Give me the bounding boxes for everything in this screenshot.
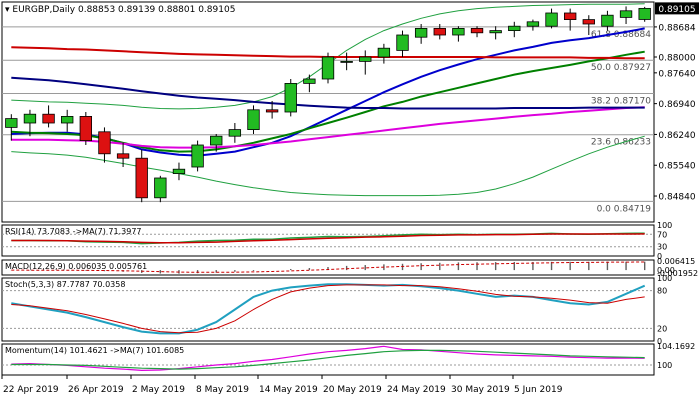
candle-bull	[340, 61, 353, 63]
stoch-tick-label: 0	[657, 337, 662, 346]
current-price-box	[655, 2, 699, 15]
panel-border-macd	[1, 259, 655, 276]
candle-bull	[5, 118, 18, 128]
stoch-tick-label: 20	[657, 324, 667, 333]
panel-border-mom	[1, 343, 655, 376]
panel-border-rsi	[1, 224, 655, 257]
momentum-label: Momentum(14) 101.4621 ->MA(7) 101.6085	[5, 346, 184, 355]
rsi-tick-label: 70	[657, 230, 667, 239]
stoch-line-0	[11, 283, 646, 335]
momentum-tick-label: 104.1692	[657, 342, 695, 351]
candle-bull	[247, 109, 260, 131]
stoch-line-1	[11, 284, 645, 334]
stoch-tick-label: 100	[657, 274, 672, 283]
price-tick-label: 0.87640	[658, 69, 695, 79]
candle-bull	[396, 34, 409, 51]
price-tick-label: 0.84840	[658, 193, 695, 203]
price-tick-label: 0.86940	[658, 100, 695, 110]
moving-average-3	[11, 76, 645, 110]
rsi-tick-label: 100	[657, 221, 672, 230]
candle-bear	[135, 157, 148, 199]
candle-bull	[414, 27, 428, 38]
x-tick-label: 20 May 2019	[323, 385, 382, 395]
stoch-tick-label: 80	[657, 287, 667, 296]
stoch-label: Stoch(5,3,3) 87.7787 70.0358	[5, 280, 125, 289]
price-header-text: ▾ EURGBP,Daily 0.88853 0.89139 0.88801 0…	[5, 5, 235, 15]
moving-average-1	[11, 50, 645, 153]
x-tick-label: 2 May 2019	[132, 385, 185, 395]
candle-bull	[61, 116, 74, 124]
candle-bull	[172, 168, 186, 174]
momentum-line-1	[11, 349, 645, 370]
candle-bear	[265, 109, 279, 113]
candle-bull	[601, 14, 614, 27]
candle-bear	[470, 27, 484, 34]
candle-bull	[210, 135, 223, 146]
candle-bull	[508, 25, 521, 32]
rsi-label: RSI(14) 73.7083 ->MA(7) 71.3977	[5, 227, 142, 236]
candle-bull	[284, 83, 297, 113]
fib-label-0: 61.8 0.88684	[591, 30, 651, 40]
candle-bull	[191, 144, 204, 168]
candle-bear	[582, 19, 595, 25]
price-header: ▾ EURGBP,Daily 0.88853 0.89139 0.88801 0…	[5, 5, 235, 15]
candle-bull	[638, 7, 651, 20]
macd-tick-label: -0.001952	[657, 269, 698, 278]
momentum-tick-label: 100	[657, 361, 672, 370]
candle-bear	[433, 27, 446, 36]
x-tick-label: 26 Apr 2019	[68, 385, 124, 395]
rsi-tick-label: 30	[657, 243, 667, 252]
x-tick-label: 8 May 2019	[196, 385, 249, 395]
candle-bull	[359, 56, 372, 62]
candle-bull	[303, 78, 316, 84]
macd-label: MACD(12,26,9) 0.006035 0.005761	[5, 262, 147, 271]
candle-bear	[563, 12, 577, 20]
price-tick-label: 0.88684	[658, 23, 695, 33]
candle-bear	[116, 153, 130, 159]
candle-bull	[619, 10, 633, 18]
candle-bull	[545, 12, 558, 27]
panel-border-stoch	[1, 277, 655, 342]
bollinger-lower	[11, 135, 645, 197]
macd-tick-label: 0.006415	[657, 257, 695, 266]
x-tick-label: 22 Apr 2019	[3, 385, 59, 395]
x-tick-label: 5 Jun 2019	[514, 385, 563, 395]
current-price-label: 0.89105	[658, 5, 695, 15]
candle-bull	[489, 30, 502, 34]
fib-label-1: 50.0 0.87927	[591, 63, 651, 73]
candle-bull	[154, 177, 167, 199]
candle-bull	[377, 47, 391, 58]
x-tick-label: 24 May 2019	[387, 385, 446, 395]
candle-bull	[526, 21, 540, 27]
price-tick-label: 0.88000	[658, 54, 695, 64]
candle-bull	[452, 27, 465, 36]
macd-signal-line	[11, 261, 645, 273]
price-tick-label: 0.85540	[658, 162, 695, 172]
candle-bear	[79, 116, 93, 142]
candle-bear	[42, 113, 55, 124]
candle-bull	[23, 113, 37, 124]
x-tick-label: 14 May 2019	[259, 385, 318, 395]
momentum-line-0	[11, 345, 645, 372]
moving-average-2	[11, 106, 645, 149]
macd-tick-label: 0.00	[657, 266, 675, 275]
panel-border-price	[1, 1, 655, 223]
candle-bear	[98, 131, 111, 155]
candle-bull	[321, 56, 335, 80]
fib-label-4: 0.0 0.84719	[597, 204, 652, 214]
rsi-line-1	[11, 233, 645, 244]
rsi-tick-label: 0	[657, 252, 662, 261]
candle-bull	[228, 129, 242, 137]
x-tick-label: 30 May 2019	[451, 385, 510, 395]
price-tick-label: 0.86240	[658, 131, 695, 141]
fib-label-2: 38.2 0.87170	[591, 97, 651, 107]
